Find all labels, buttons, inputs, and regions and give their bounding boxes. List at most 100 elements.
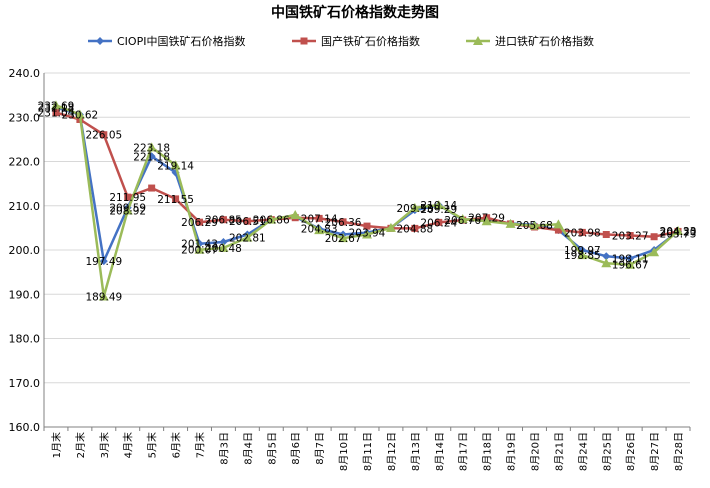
data-point — [170, 160, 181, 170]
series-line — [55, 111, 679, 238]
data-point — [148, 184, 156, 192]
series-2 — [52, 109, 682, 241]
data-point — [100, 131, 108, 139]
data-label: 203.73 — [660, 228, 697, 240]
data-point — [363, 222, 371, 230]
data-label: 209.53 — [396, 203, 433, 215]
series-1 — [51, 103, 683, 266]
y-tick-label: 220.0 — [9, 156, 41, 169]
data-label: 204.20 — [660, 226, 697, 238]
data-point — [602, 252, 611, 261]
data-point — [411, 224, 419, 232]
data-point — [146, 142, 157, 152]
data-point — [315, 214, 323, 222]
data-point — [266, 214, 277, 224]
x-tick-label: 8月20日 — [529, 432, 541, 471]
data-label: 206.76 — [444, 215, 481, 227]
legend-marker — [473, 36, 483, 45]
data-point — [481, 216, 492, 226]
data-point — [243, 217, 251, 225]
data-label: 201.43 — [181, 239, 218, 251]
y-tick-label: 230.0 — [9, 111, 41, 124]
data-label: 207.14 — [301, 213, 338, 225]
data-label: 204.83 — [301, 224, 338, 236]
data-label: 210.14 — [420, 200, 457, 212]
data-point — [52, 109, 60, 117]
x-tick-label: 8月19日 — [506, 432, 518, 471]
y-axis: 160.0 170.0 180.0 190.0 200.0 210.0 220.0 230.0… — [9, 67, 45, 434]
x-tick-label: 8月7日 — [314, 432, 326, 465]
x-tick-label: 8月3日 — [218, 432, 230, 465]
x-tick-label: 8月4日 — [242, 432, 254, 465]
data-point — [218, 242, 229, 252]
data-label: 203.98 — [564, 227, 601, 239]
series-group — [50, 100, 684, 301]
x-tick-label: 8月28日 — [673, 432, 685, 471]
x-tick-label: 3月末 — [98, 432, 111, 458]
legend-item: 国产铁矿石价格指数 — [292, 34, 420, 48]
x-tick-label: 8月10日 — [338, 432, 350, 471]
data-point — [99, 257, 108, 266]
data-label: 197.49 — [85, 256, 122, 268]
legend-marker — [300, 37, 308, 45]
x-tick-label: 8月6日 — [290, 432, 302, 465]
data-label: 198.11 — [612, 253, 649, 265]
data-point — [625, 259, 636, 269]
data-label: 208.92 — [109, 206, 146, 218]
data-label: 206.24 — [420, 217, 457, 229]
y-tick-label: 160.0 — [9, 421, 41, 434]
data-label: 211.55 — [157, 194, 194, 206]
x-tick-label: 8月21日 — [553, 432, 565, 471]
data-point — [673, 225, 684, 235]
data-point — [553, 219, 564, 229]
data-point — [219, 238, 228, 247]
data-point — [554, 226, 562, 234]
data-label: 204.88 — [396, 223, 433, 235]
data-point — [385, 222, 396, 232]
data-label: 223.18 — [133, 142, 170, 154]
data-point — [194, 244, 205, 254]
data-label: 211.95 — [109, 192, 146, 204]
x-tick-label: 1月末 — [50, 432, 63, 458]
data-point — [433, 200, 444, 210]
data-point — [362, 229, 372, 239]
data-label: 206.36 — [325, 217, 362, 229]
legend: CIOPI中国铁矿石价格指数 国产铁矿石价格指数 进口铁矿石价格指数 — [88, 34, 594, 48]
x-tick-label: 6月末 — [170, 432, 183, 458]
data-label: 219.14 — [157, 160, 194, 172]
data-point — [435, 218, 443, 226]
data-label: 206.85 — [205, 215, 242, 227]
y-tick-label: 210.0 — [9, 200, 41, 213]
data-point — [314, 225, 325, 235]
chart-title: 中国铁矿石价格指数走势图 — [271, 4, 439, 21]
data-label: 200.07 — [181, 245, 218, 257]
data-point — [196, 218, 204, 226]
data-label: 202.81 — [229, 233, 266, 245]
x-tick-label: 8月13日 — [410, 432, 422, 471]
data-point — [626, 232, 634, 240]
data-label: 232.18 — [38, 103, 75, 115]
data-point — [98, 291, 109, 301]
data-label: 203.94 — [349, 228, 386, 240]
x-tick-label: 8月24日 — [577, 432, 589, 471]
data-label: 206.86 — [253, 215, 290, 227]
series-line — [55, 104, 679, 298]
data-label: 202.67 — [325, 233, 362, 245]
data-label: 203.27 — [612, 231, 649, 243]
x-tick-label: 8月18日 — [482, 432, 494, 471]
data-point — [290, 210, 301, 220]
x-tick-label: 8月25日 — [601, 432, 613, 471]
data-label: 231.04 — [38, 108, 75, 120]
data-point — [601, 258, 612, 268]
legend-item: CIOPI中国铁矿石价格指数 — [88, 34, 245, 48]
data-point — [124, 193, 132, 201]
data-point — [626, 254, 635, 263]
data-point — [578, 228, 586, 236]
x-tick-label: 8月11日 — [362, 432, 374, 471]
legend-label: 国产铁矿石价格指数 — [321, 34, 420, 48]
legend-label: 进口铁矿石价格指数 — [495, 34, 594, 48]
y-tick-label: 240.0 — [9, 67, 41, 80]
x-tick-label: 4月末 — [122, 432, 135, 458]
